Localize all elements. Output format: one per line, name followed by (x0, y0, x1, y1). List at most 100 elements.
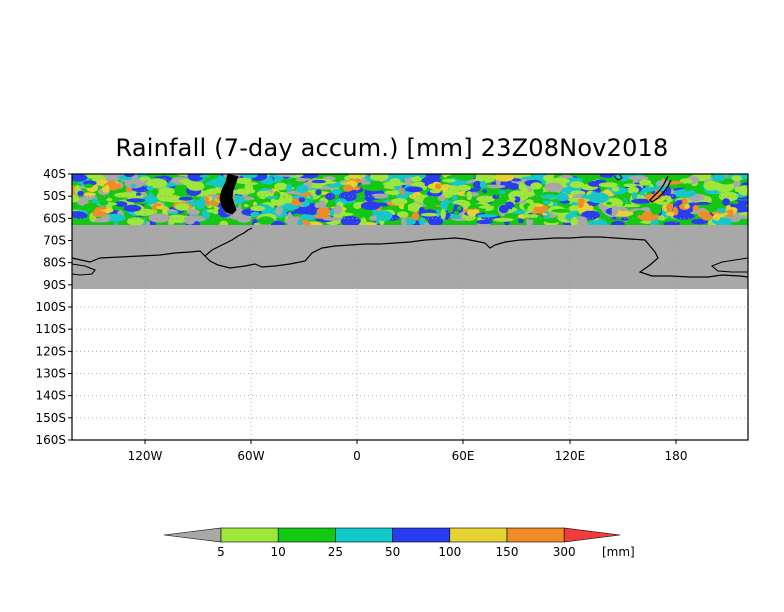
rainfall-patch (384, 181, 394, 187)
lon-tick-label: 120W (128, 449, 163, 463)
lat-tick-label: 120S (35, 344, 66, 358)
rainfall-patch-heavy (212, 201, 220, 207)
rainfall-patch (611, 205, 619, 216)
rainfall-patch (513, 196, 521, 203)
rainfall-patch (517, 174, 529, 178)
ross-ice-shelf-outline (71, 263, 96, 276)
rainfall-patch-heavy (684, 203, 690, 209)
rainfall-patch (598, 182, 618, 188)
rainfall-patch (358, 174, 365, 178)
rainfall-patch (148, 191, 154, 201)
rainfall-patch-heavy (654, 189, 662, 197)
colorbar-segment (392, 527, 451, 543)
rainfall-patch (311, 179, 326, 184)
rainfall-patch-heavy (342, 184, 354, 192)
lat-tick-label: 50S (43, 189, 66, 203)
rainfall-patch-heavy (665, 211, 676, 217)
rainfall-patch (678, 174, 691, 179)
rainfall-patch (509, 197, 516, 202)
rainfall-patch (449, 214, 462, 219)
longitude-axis: 120W 60W 0 60E 120E 180 (128, 440, 687, 463)
rainfall-patch (331, 188, 342, 195)
rainfall-patch (376, 210, 393, 221)
lat-tick-label: 90S (43, 278, 66, 292)
rainfall-patch (737, 185, 748, 196)
rainfall-patch-heavy (441, 184, 451, 189)
rainfall-patch (82, 220, 88, 225)
rainfall-patch (135, 192, 142, 196)
rainfall-patch (451, 195, 458, 201)
rainfall-patch-heavy (682, 197, 688, 205)
rainfall-patch (457, 205, 462, 211)
lat-tick-label: 40S (43, 167, 66, 181)
new-zealand (649, 175, 672, 203)
rainfall-patch (440, 208, 446, 220)
rainfall-patch (606, 201, 612, 205)
rainfall-patch (511, 178, 522, 182)
rainfall-patch (656, 180, 670, 187)
rainfall-patch (401, 217, 407, 225)
rainfall-patch (270, 220, 285, 225)
lat-tick-label: 160S (35, 433, 66, 447)
rainfall-patch (482, 189, 487, 194)
rainfall-patch (551, 208, 571, 213)
rainfall-patch (476, 195, 495, 203)
rainfall-patch (270, 196, 287, 206)
rainfall-patch (705, 204, 726, 208)
rainfall-patch-heavy (205, 200, 211, 207)
rainfall-patch (493, 217, 514, 222)
lon-tick-label: 60E (452, 449, 475, 463)
rainfall-patch (360, 217, 367, 225)
rainfall-patch (98, 200, 109, 206)
colorbar-segment (220, 527, 279, 543)
rainfall-patch-heavy (532, 211, 537, 215)
rainfall-patch (683, 183, 692, 192)
latitude-axis: 40S 50S 60S 70S 80S 90S 100S 110S 120S 130S 140S 15… (35, 167, 72, 447)
lat-tick-label: 130S (35, 367, 66, 381)
rainfall-patch (316, 207, 331, 216)
rainfall-patch (146, 178, 168, 189)
rainfall-patch (391, 198, 408, 206)
rainfall-patch (114, 192, 136, 198)
rainfall-patch (731, 201, 739, 204)
rainfall-patch-heavy (713, 213, 721, 221)
rainfall-patch (361, 177, 367, 186)
grid-lines (72, 174, 748, 440)
rainfall-patch (158, 187, 175, 196)
colorbar: 5 10 25 50 100 150 300 (163, 527, 621, 559)
rainfall-patch-heavy (466, 209, 477, 217)
rainfall-patch (626, 186, 639, 194)
colorbar-level-label: 25 (328, 545, 343, 559)
colorbar-segment (277, 527, 336, 543)
rainfall-patch (631, 192, 638, 201)
rainfall-patch (479, 180, 487, 189)
antarctic-peninsula (204, 227, 253, 257)
rainfall-patch (264, 196, 279, 199)
rainfall-patch-heavy (92, 209, 100, 218)
lon-tick-label: 60W (237, 449, 264, 463)
rainfall-patch (453, 174, 476, 181)
rainfall-patch (309, 195, 314, 202)
tasmania (613, 174, 623, 181)
rainfall-patch (527, 187, 533, 192)
rainfall-patch-heavy (540, 205, 549, 212)
rainfall-patch (611, 186, 620, 192)
rainfall-patch (235, 189, 250, 194)
colorbar-level-label: 50 (385, 545, 400, 559)
rainfall-patch (518, 218, 524, 224)
rainfall-patch (638, 210, 644, 216)
rainfall-patch (423, 196, 439, 207)
rainfall-patch (250, 205, 266, 212)
rainfall-patch (256, 190, 272, 198)
lat-tick-label: 80S (43, 256, 66, 270)
rainfall-patch (261, 179, 269, 184)
rainfall-patch (419, 217, 426, 225)
rainfall-patch (541, 194, 558, 199)
rainfall-patch (674, 188, 696, 198)
rainfall-patch (166, 214, 188, 223)
rainfall-patch (286, 216, 299, 225)
rainfall-patch (590, 191, 599, 202)
lat-tick-label: 110S (35, 322, 66, 336)
rainfall-patch (411, 211, 419, 222)
